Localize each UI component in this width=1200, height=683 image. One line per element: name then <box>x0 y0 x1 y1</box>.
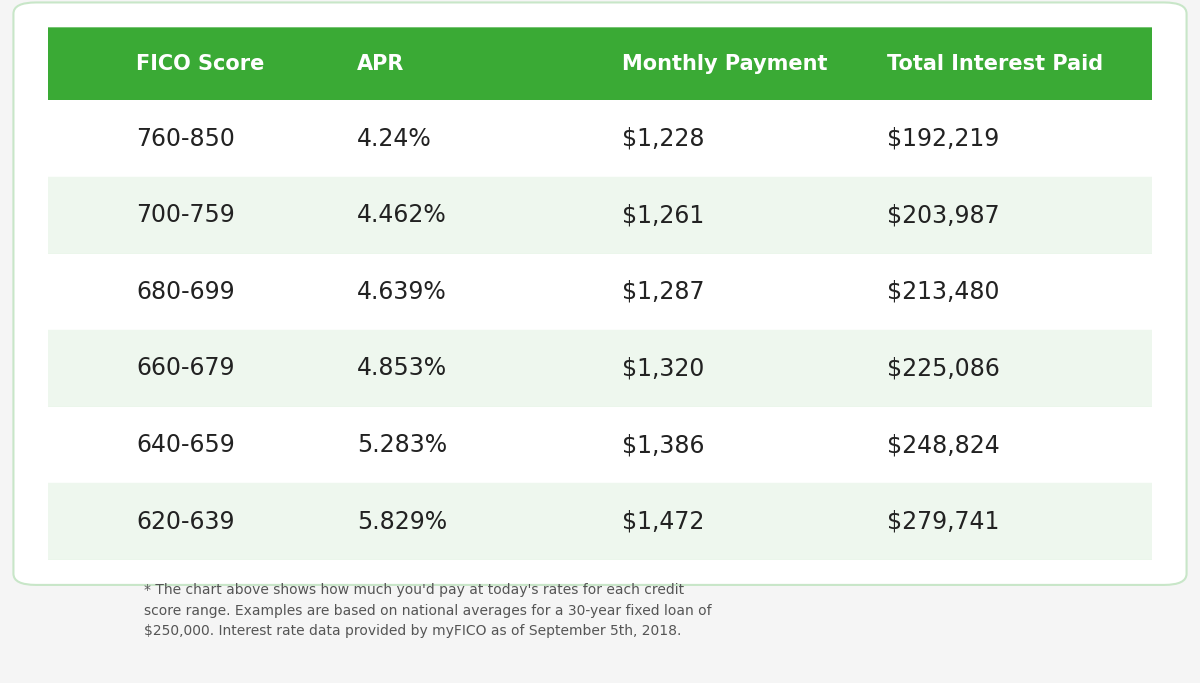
Text: 5.829%: 5.829% <box>358 510 448 533</box>
Text: $1,261: $1,261 <box>622 204 704 227</box>
Text: Monthly Payment: Monthly Payment <box>622 54 828 74</box>
Text: $225,086: $225,086 <box>887 357 1000 380</box>
Text: $203,987: $203,987 <box>887 204 1000 227</box>
Text: $1,228: $1,228 <box>622 126 704 151</box>
Text: 680-699: 680-699 <box>137 280 235 304</box>
Text: 4.24%: 4.24% <box>358 126 432 151</box>
Text: 5.283%: 5.283% <box>358 433 448 457</box>
Text: 4.639%: 4.639% <box>358 280 446 304</box>
Text: FICO Score: FICO Score <box>137 54 265 74</box>
Text: $1,472: $1,472 <box>622 510 704 533</box>
Text: * The chart above shows how much you'd pay at today's rates for each credit
scor: * The chart above shows how much you'd p… <box>144 583 712 639</box>
Text: APR: APR <box>358 54 404 74</box>
Text: 760-850: 760-850 <box>137 126 235 151</box>
Text: $279,741: $279,741 <box>887 510 1000 533</box>
Text: Total Interest Paid: Total Interest Paid <box>887 54 1103 74</box>
Text: 620-639: 620-639 <box>137 510 235 533</box>
Text: $1,320: $1,320 <box>622 357 704 380</box>
Text: $1,386: $1,386 <box>622 433 704 457</box>
Text: 4.853%: 4.853% <box>358 357 448 380</box>
Text: 640-659: 640-659 <box>137 433 235 457</box>
Text: $192,219: $192,219 <box>887 126 1000 151</box>
Text: 660-679: 660-679 <box>137 357 235 380</box>
FancyBboxPatch shape <box>48 27 1152 100</box>
Text: $1,287: $1,287 <box>622 280 704 304</box>
Text: $248,824: $248,824 <box>887 433 1000 457</box>
Text: 4.462%: 4.462% <box>358 204 446 227</box>
Text: $213,480: $213,480 <box>887 280 1000 304</box>
FancyBboxPatch shape <box>13 3 1187 585</box>
Text: 700-759: 700-759 <box>137 204 235 227</box>
